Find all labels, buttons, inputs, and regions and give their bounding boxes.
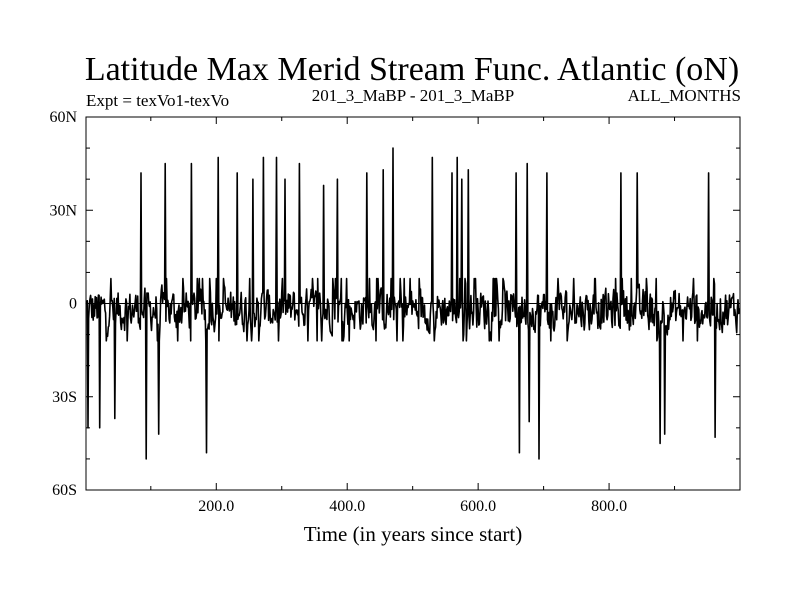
y-axis: 60S 30S 0 30N 60N <box>49 109 740 499</box>
x-tick-label: 200.0 <box>198 498 234 515</box>
x-tick-label: 600.0 <box>460 498 496 515</box>
chart-title: Latitude Max Merid Stream Func. Atlantic… <box>85 51 739 88</box>
x-axis: 200.0 400.0 600.0 800.0 <box>150 117 676 515</box>
x-axis-label: Time (in years since start) <box>304 522 523 546</box>
y-tick-label: 30N <box>49 202 77 219</box>
x-tick-label: 800.0 <box>591 498 627 515</box>
series-line <box>85 147 741 460</box>
y-tick-label: 30S <box>52 389 77 406</box>
y-tick-label: 0 <box>69 296 77 313</box>
months-label: ALL_MONTHS <box>628 86 741 105</box>
experiment-label: Expt = texVo1-texVo <box>86 91 229 110</box>
x-tick-label: 400.0 <box>329 498 365 515</box>
y-tick-label: 60S <box>52 482 77 499</box>
period-label: 201_3_MaBP - 201_3_MaBP <box>312 86 514 105</box>
y-tick-label: 60N <box>49 109 77 126</box>
